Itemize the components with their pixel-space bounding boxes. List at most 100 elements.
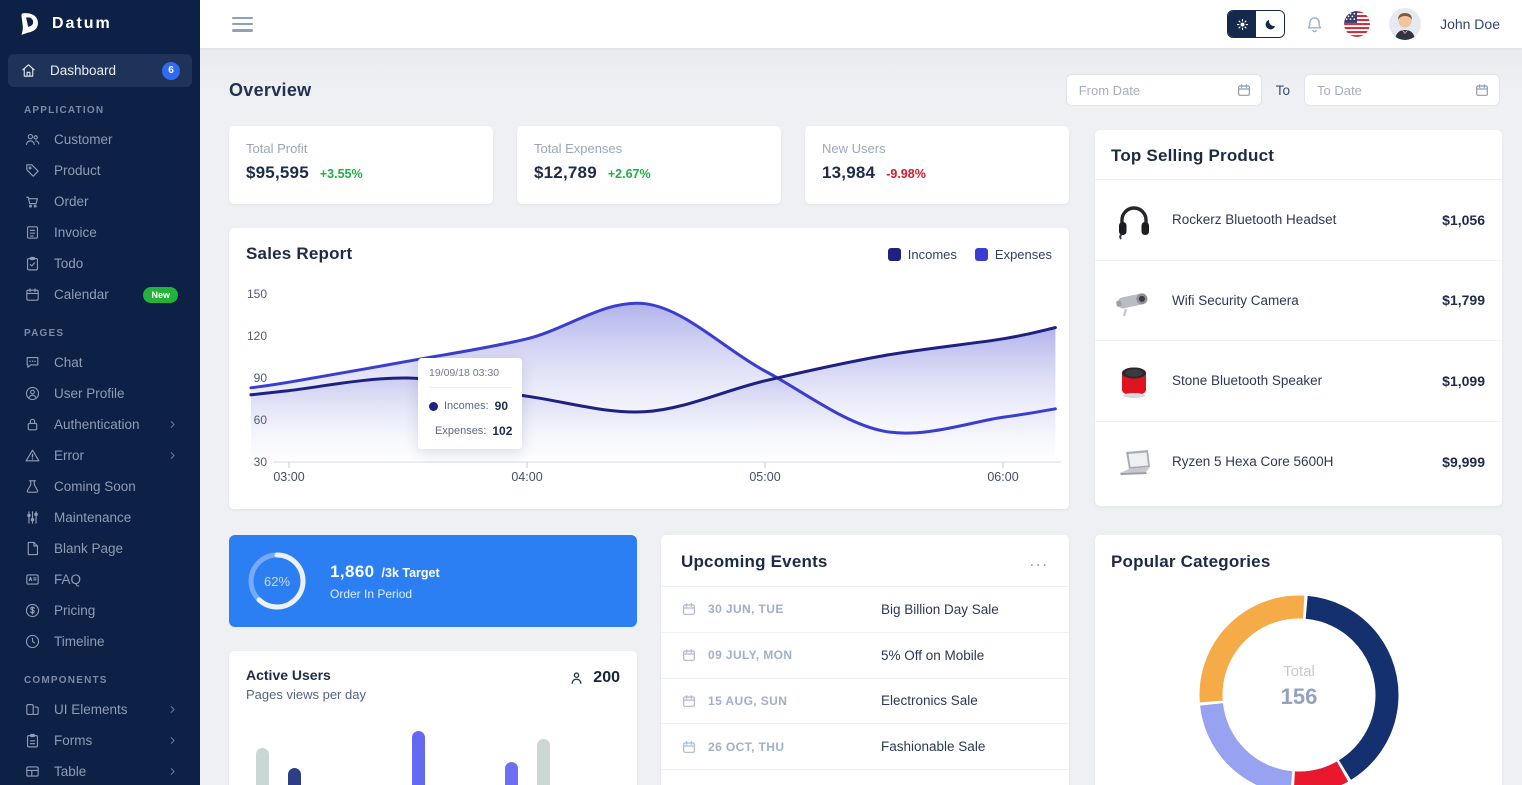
sidebar-item-label: User Profile <box>54 386 125 401</box>
stat-card-total-profit: Total Profit $95,595 +3.55% <box>229 126 493 204</box>
sidebar-item-label: Todo <box>54 256 84 271</box>
event-name: Fashionable Sale <box>881 739 986 755</box>
upcoming-events-title: Upcoming Events <box>681 552 828 571</box>
sidebar-item-order[interactable]: Order <box>0 186 200 217</box>
tooltip-rows: Incomes: 90 Expenses: 102 <box>429 399 512 438</box>
svg-text:90: 90 <box>254 371 268 385</box>
calendar-icon[interactable] <box>1474 82 1490 98</box>
donut-total-value: 156 <box>1280 684 1318 709</box>
page-title: Overview <box>229 79 312 100</box>
from-date-field <box>1065 74 1262 106</box>
sidebar-item-faq[interactable]: FAQ <box>0 564 200 595</box>
moon-icon[interactable] <box>1256 11 1285 37</box>
sales-report-card: Sales Report Incomes Expenses 150 120 90 60 3… <box>229 228 1069 509</box>
event-row-5-off-on-mobile: 09 JULY, MON 5% Off on Mobile <box>661 633 1069 679</box>
sidebar-item-table[interactable]: Table <box>0 756 200 785</box>
tooltip-row: Incomes: 90 <box>429 399 511 413</box>
chevron-right-icon <box>167 419 178 430</box>
sidebar-item-calendar[interactable]: Calendar New <box>0 279 200 310</box>
stat-label: Total Profit <box>246 141 308 156</box>
headset-image <box>1112 198 1156 242</box>
new-badge: New <box>143 286 178 303</box>
sidebar-item-chat[interactable]: Chat <box>0 347 200 378</box>
sidebar-item-authentication[interactable]: Authentication <box>0 409 200 440</box>
sidebar-item-label: Invoice <box>54 225 97 240</box>
calendar-event-icon <box>681 601 697 617</box>
sidebar-item-todo[interactable]: Todo <box>0 248 200 279</box>
svg-text:60: 60 <box>254 413 268 427</box>
sidebar-item-coming-soon[interactable]: Coming Soon <box>0 471 200 502</box>
product-row-stone-bluetooth-speaker: Stone Bluetooth Speaker $1,099 <box>1095 341 1502 422</box>
popular-categories-card: Popular Categories Total 156 <box>1095 535 1502 785</box>
sidebar-item-forms[interactable]: Forms <box>0 725 200 756</box>
active-users-count: 200 <box>593 669 620 686</box>
bell-icon[interactable] <box>1304 14 1325 35</box>
home-icon <box>20 62 37 79</box>
avatar[interactable] <box>1389 8 1422 40</box>
event-date-label: 09 JULY, MON <box>708 648 793 663</box>
sidebar-item-label: Forms <box>54 733 93 748</box>
from-date-input[interactable] <box>1065 74 1262 106</box>
person-icon <box>568 670 585 686</box>
warning-icon <box>24 447 41 464</box>
sidebar-item-pricing[interactable]: Pricing <box>0 595 200 626</box>
user-name[interactable]: John Doe <box>1440 16 1500 32</box>
sidebar-item-product[interactable]: Product <box>0 155 200 186</box>
svg-text:06:00: 06:00 <box>987 470 1018 484</box>
form-icon <box>24 732 41 749</box>
stat-label: Total Expenses <box>534 141 623 156</box>
sidebar-item-invoice[interactable]: Invoice <box>0 217 200 248</box>
sidebar-item-timeline[interactable]: Timeline <box>0 626 200 657</box>
order-value: 1,860 <box>330 561 375 581</box>
main-content: Overview To Total Profit$95,595+3.55%Tot… <box>200 48 1522 785</box>
top-selling-title: Top Selling Product <box>1111 146 1275 165</box>
product-list: Rockerz Bluetooth Headset $1,056 Wifi Secu… <box>1095 180 1502 502</box>
stat-value: 13,984 <box>822 163 876 182</box>
sidebar-item-ui-elements[interactable]: UI Elements <box>0 694 200 725</box>
theme-toggle[interactable] <box>1227 10 1286 38</box>
svg-text:03:00: 03:00 <box>273 470 304 484</box>
sidebar-section-label: PAGES <box>24 328 65 339</box>
sidebar-item-error[interactable]: Error <box>0 440 200 471</box>
order-progress-ring: 62% <box>246 550 308 612</box>
tooltip-title: 19/09/18 03:30 <box>429 367 511 388</box>
sales-line-chart: 150 120 90 60 30 03:00 04:00 05:00 06:00 <box>247 287 1061 484</box>
product-row-rockerz-bluetooth-headset: Rockerz Bluetooth Headset $1,056 <box>1095 180 1502 261</box>
to-date-input[interactable] <box>1304 74 1500 106</box>
menu-icon[interactable] <box>232 16 253 32</box>
order-target-card: 62% 1,860 /3k Target Order In Period <box>229 535 637 627</box>
sun-icon[interactable] <box>1228 11 1257 37</box>
camera-image <box>1112 278 1156 322</box>
chevron-right-icon <box>167 735 178 746</box>
sidebar-item-maintenance[interactable]: Maintenance <box>0 502 200 533</box>
topbar: John Doe <box>200 0 1522 48</box>
product-name: Ryzen 5 Hexa Core 5600H <box>1172 454 1334 470</box>
donut-total-label: Total <box>1283 663 1315 680</box>
sidebar-item-blank-page[interactable]: Blank Page <box>0 533 200 564</box>
tag-icon <box>24 162 41 179</box>
stat-value: $95,595 <box>246 163 309 182</box>
product-price: $1,799 <box>1442 292 1485 309</box>
sidebar-item-customer[interactable]: Customer <box>0 124 200 155</box>
sidebar-item-label: Blank Page <box>54 541 124 556</box>
event-date-label: 26 OCT, THU <box>708 739 785 754</box>
sales-report-title: Sales Report <box>246 244 353 263</box>
language-flag-icon[interactable] <box>1344 11 1371 37</box>
order-caption: Order In Period <box>330 586 413 601</box>
product-price: $1,099 <box>1442 372 1485 389</box>
dollar-icon <box>24 602 41 619</box>
logo[interactable]: Datum <box>0 0 200 48</box>
faq-icon <box>24 571 41 588</box>
calendar-icon[interactable] <box>1236 82 1252 98</box>
stats-row: Total Profit $95,595 +3.55% Total Expenses $… <box>229 126 1069 204</box>
event-name: Big Billion Day Sale <box>881 601 999 617</box>
sidebar-item-user-profile[interactable]: User Profile <box>0 378 200 409</box>
stat-delta: -9.98% <box>886 167 926 181</box>
active-users-subtitle: Pages views per day <box>246 687 366 702</box>
event-row-big-billion-day-sale: 30 JUN, TUE Big Billion Day Sale <box>661 587 1069 633</box>
more-options-icon[interactable]: ... <box>1029 553 1049 570</box>
sidebar-item-dashboard[interactable]: Dashboard 6 <box>8 54 192 87</box>
sidebar-item-label: Error <box>54 448 84 463</box>
ui-icon <box>24 701 41 718</box>
